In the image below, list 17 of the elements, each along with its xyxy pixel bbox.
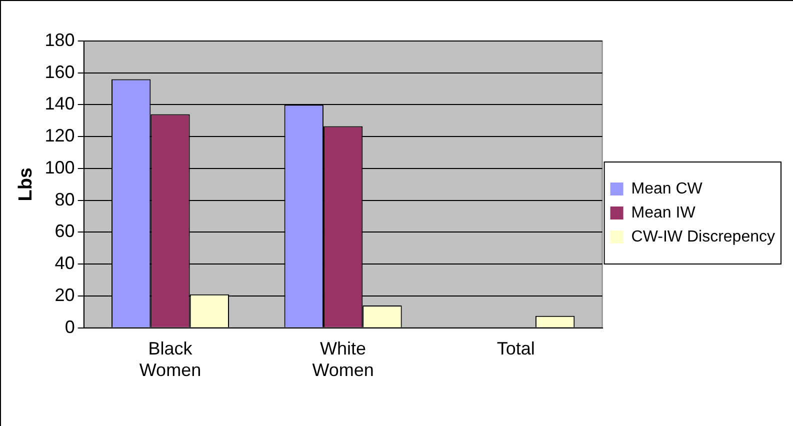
y-tick-label: 80 [54,189,75,210]
y-tick-label: 120 [44,126,75,146]
y-tick-label: 140 [44,94,75,114]
legend-label: Mean IW [631,204,696,222]
y-tick-label: 180 [44,30,75,50]
y-tick-label: 0 [64,316,75,337]
x-tick-label: White Women [312,338,374,380]
legend-label: Mean CW [631,180,704,198]
x-tick-label: Black Women [139,338,202,380]
legend-label: CW-IW Discrepency [631,228,775,246]
x-tick-label: Total [496,338,535,359]
y-tick-label: 20 [54,284,75,305]
y-tick-label: 40 [54,253,75,274]
y-axis-title: Lbs [16,168,37,202]
y-tick-label: 160 [44,62,75,82]
y-tick-label: 100 [44,157,75,178]
y-tick-label: 60 [54,221,75,242]
